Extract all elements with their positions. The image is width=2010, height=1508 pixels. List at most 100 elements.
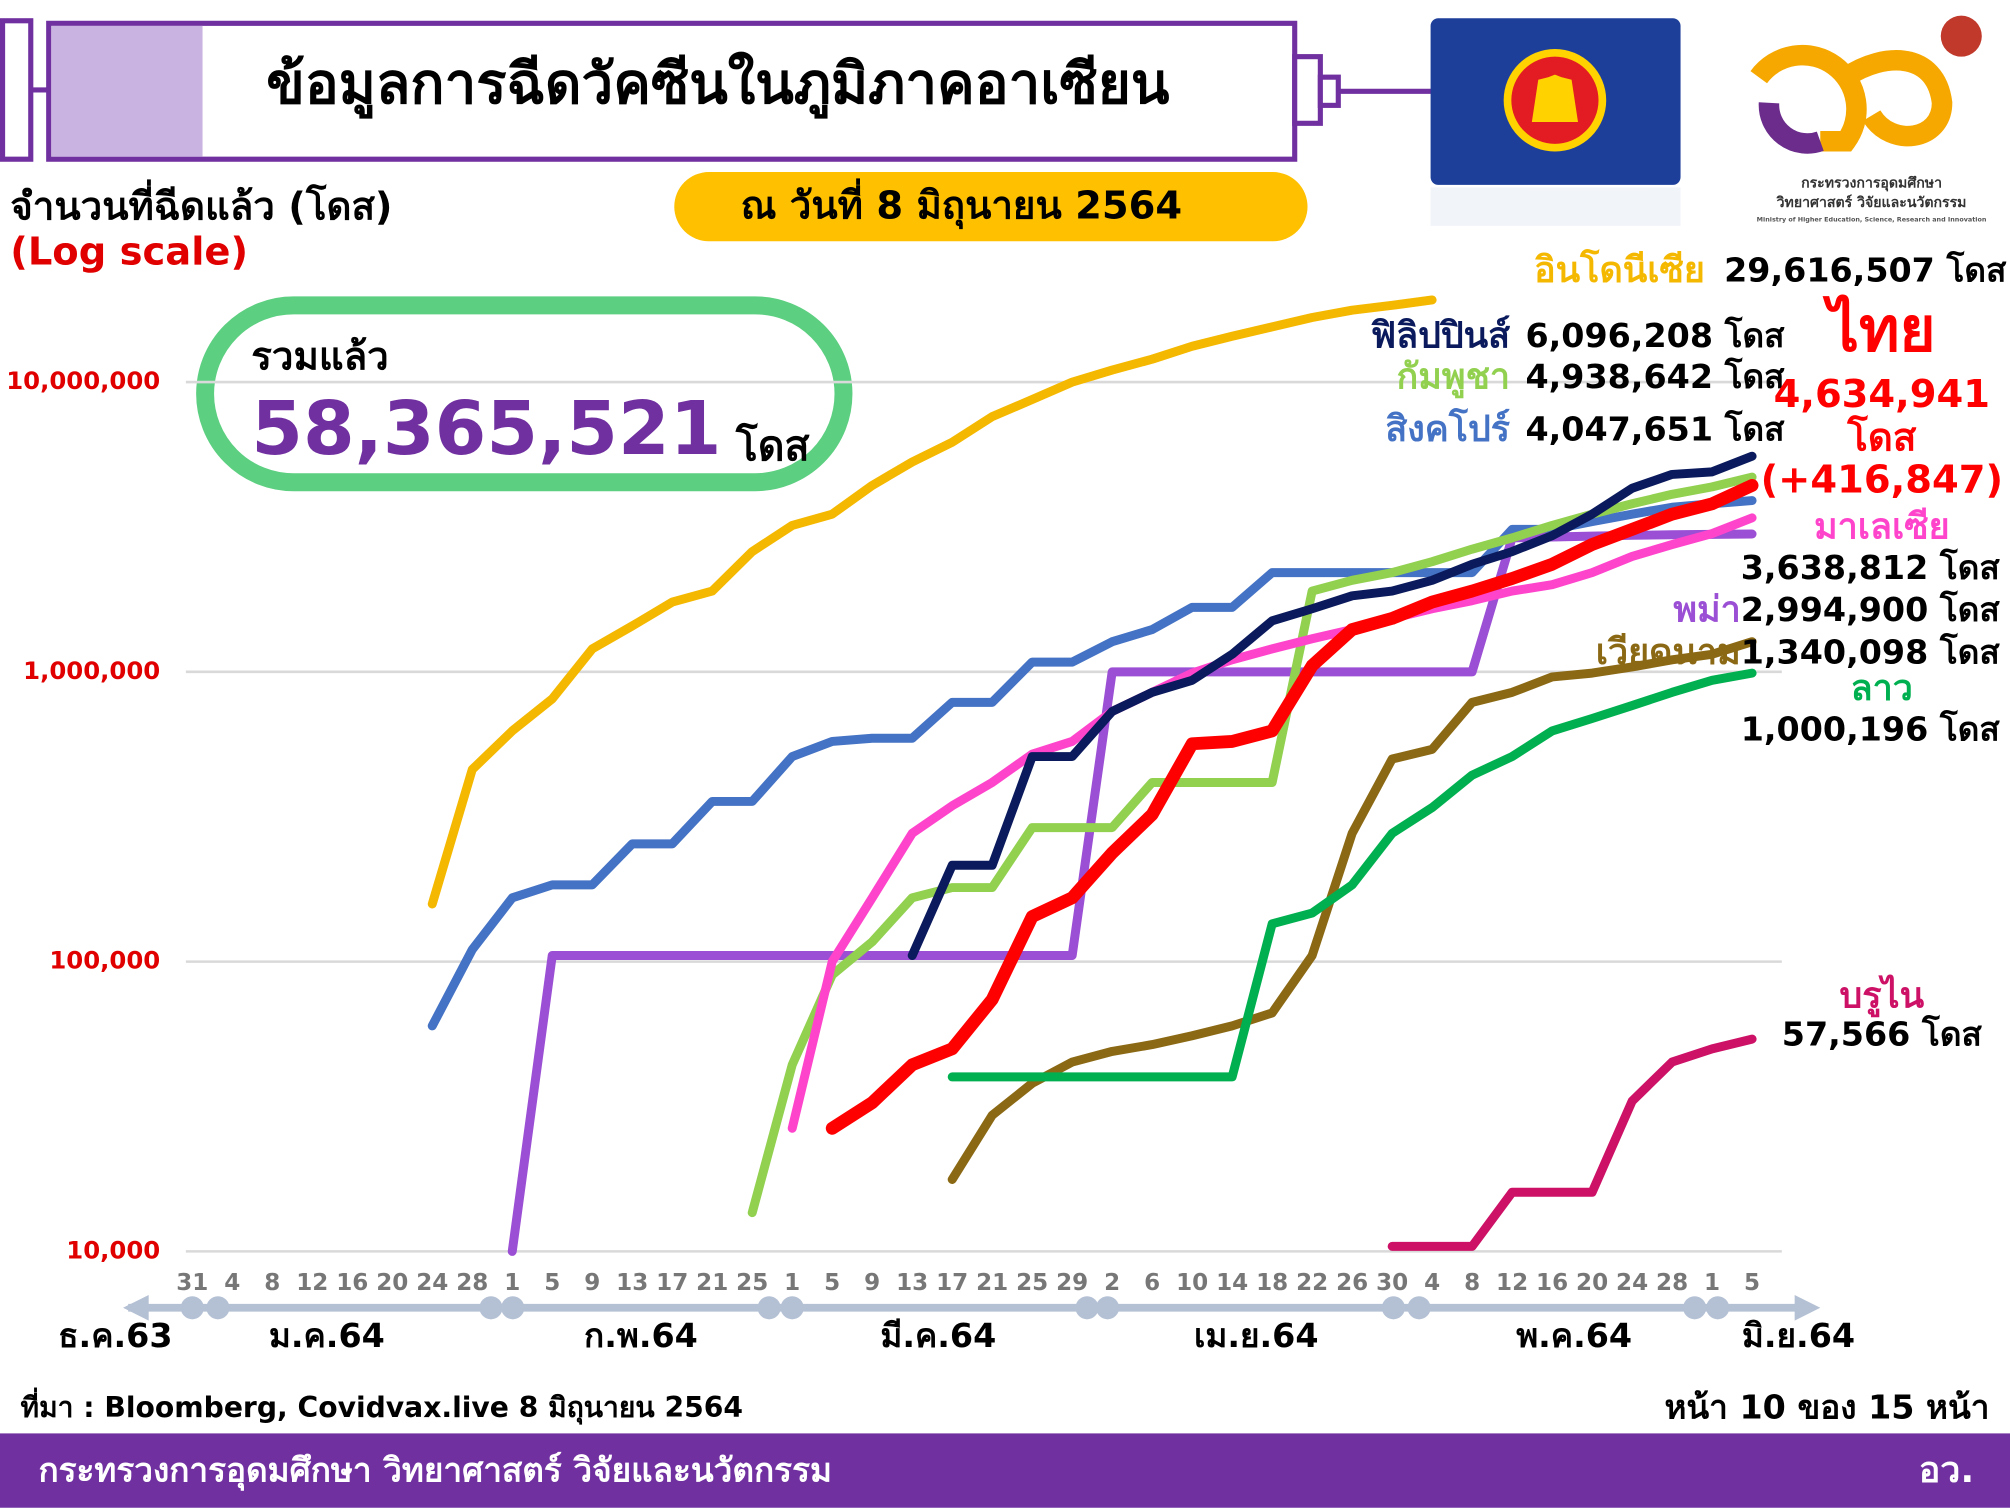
legend-name: สิงคโปร์ xyxy=(1385,407,1510,450)
legend-name: มาเลเซีย xyxy=(1814,506,1950,547)
month-marker xyxy=(1381,1296,1405,1320)
x-tick-label: 4 xyxy=(224,1270,240,1296)
y-axis-label: จำนวนที่ฉีดแล้ว (โดส) xyxy=(10,180,392,230)
x-tick-label: 6 xyxy=(1144,1270,1160,1296)
ministry-logo xyxy=(1750,15,1982,154)
x-tick-label: 20 xyxy=(1576,1270,1608,1296)
x-tick-label: 9 xyxy=(584,1270,600,1296)
month-marker xyxy=(1096,1296,1120,1320)
y-tick-label: 10,000,000 xyxy=(6,366,160,395)
x-tick-label: 30 xyxy=(1376,1270,1408,1296)
x-tick-label: 16 xyxy=(336,1270,368,1296)
x-tick-label: 24 xyxy=(416,1270,448,1296)
x-tick-label: 12 xyxy=(296,1270,328,1296)
legend-name: ลาว xyxy=(1851,668,1913,709)
x-tick-label: 26 xyxy=(1336,1270,1368,1296)
footer-ministry: กระทรวงการอุดมศึกษา วิทยาศาสตร์ วิจัยและ… xyxy=(38,1450,831,1491)
scale-note: (Log scale) xyxy=(10,230,248,275)
x-tick-label: 18 xyxy=(1256,1270,1288,1296)
x-tick-label: 21 xyxy=(976,1270,1008,1296)
month-marker xyxy=(180,1296,204,1320)
month-marker xyxy=(206,1296,230,1320)
series-line xyxy=(825,479,1759,1135)
x-tick-label: 5 xyxy=(824,1270,840,1296)
x-tick-label: 8 xyxy=(1464,1270,1480,1296)
month-label: ก.พ.64 xyxy=(584,1316,698,1355)
y-tick-label: 1,000,000 xyxy=(23,656,160,685)
asean-flag xyxy=(1430,18,1681,226)
y-tick-label: 100,000 xyxy=(49,946,160,975)
month-label: เม.ย.64 xyxy=(1194,1316,1319,1355)
footer-bar xyxy=(0,1433,2010,1508)
month-label: ธ.ค.63 xyxy=(58,1316,172,1355)
logo-text: กระทรวงการอุดมศึกษา xyxy=(1801,175,1942,192)
end-label: โดส xyxy=(1846,414,1917,460)
y-tick-label: 10,000 xyxy=(66,1235,160,1264)
series-line xyxy=(907,451,1757,960)
x-tick-label: 17 xyxy=(936,1270,968,1296)
month-label: พ.ค.64 xyxy=(1516,1316,1632,1355)
x-tick-label: 17 xyxy=(656,1270,688,1296)
syringe xyxy=(0,18,1434,162)
x-tick-label: 25 xyxy=(1016,1270,1048,1296)
x-tick-label: 24 xyxy=(1616,1270,1648,1296)
series-line xyxy=(787,513,1757,1133)
series-line xyxy=(427,295,1437,909)
series-line xyxy=(1387,1034,1757,1251)
month-marker xyxy=(479,1296,503,1320)
x-tick-label: 28 xyxy=(1656,1270,1688,1296)
month-marker xyxy=(780,1296,804,1320)
date: ณ วันที่ 8 มิถุนายน 2564 xyxy=(741,178,1182,229)
month-marker xyxy=(1706,1296,1730,1320)
end-label: 4,938,642 โดส xyxy=(1525,357,1785,396)
page-number: หน้า 10 ของ 15 หน้า xyxy=(1664,1388,1989,1427)
total-label: รวมแล้ว xyxy=(251,335,388,380)
series-line xyxy=(947,637,1757,1184)
x-tick-label: 29 xyxy=(1056,1270,1088,1296)
axis-arrow xyxy=(123,1294,149,1321)
month-marker xyxy=(1683,1296,1707,1320)
total-unit: โดส xyxy=(735,422,811,470)
month-marker xyxy=(501,1296,525,1320)
x-tick-label: 10 xyxy=(1176,1270,1208,1296)
month-label: มี.ค.64 xyxy=(880,1316,996,1355)
x-tick-label: 2 xyxy=(1104,1270,1120,1296)
legend-name: เวียดนาม xyxy=(1596,632,1741,673)
x-tick-label: 21 xyxy=(696,1270,728,1296)
axis-arrow xyxy=(1794,1294,1821,1321)
x-tick-label: 12 xyxy=(1496,1270,1528,1296)
end-label: 1,340,098 โดส xyxy=(1741,633,2001,672)
legend-name: ฟิลิปปินส์ xyxy=(1371,314,1510,356)
month-label: มิ.ย.64 xyxy=(1742,1316,1855,1355)
footer-short: อว. xyxy=(1919,1450,1974,1491)
total-value: 58,365,521 xyxy=(251,385,721,472)
total-box xyxy=(196,296,853,492)
date-pill xyxy=(674,172,1308,242)
end-label: 1,000,196 โดส xyxy=(1741,709,2001,748)
month-marker xyxy=(1407,1296,1431,1320)
x-tick-label: 22 xyxy=(1296,1270,1328,1296)
end-label: 3,638,812 โดส xyxy=(1741,548,2001,587)
month-marker xyxy=(757,1296,781,1320)
end-label: 4,634,941 xyxy=(1774,372,1990,417)
series-line xyxy=(947,668,1757,1082)
legend-name: ไทย xyxy=(1822,294,1936,366)
end-label: 2,994,900 โดส xyxy=(1741,590,2001,629)
x-tick-label: 13 xyxy=(616,1270,648,1296)
x-tick-label: 1 xyxy=(504,1270,520,1296)
end-label: 57,566 โดส xyxy=(1782,1015,1983,1054)
month-marker xyxy=(1075,1296,1099,1320)
x-tick-label: 20 xyxy=(376,1270,408,1296)
x-tick-label: 4 xyxy=(1424,1270,1440,1296)
x-tick-label: 8 xyxy=(264,1270,280,1296)
end-label: (+416,847) xyxy=(1761,458,2003,503)
x-tick-label: 16 xyxy=(1536,1270,1568,1296)
series-line xyxy=(427,496,1757,1031)
source: ที่มา : Bloomberg, Covidvax.live 8 มิถุน… xyxy=(21,1387,743,1425)
x-tick-label: 14 xyxy=(1216,1270,1248,1296)
end-label: 4,047,651 โดส xyxy=(1525,409,1785,448)
logo-text: วิทยาศาสตร์ วิจัยและนวัตกรรม xyxy=(1776,194,1967,211)
logo-text: Ministry of Higher Education, Science, R… xyxy=(1757,215,1987,223)
